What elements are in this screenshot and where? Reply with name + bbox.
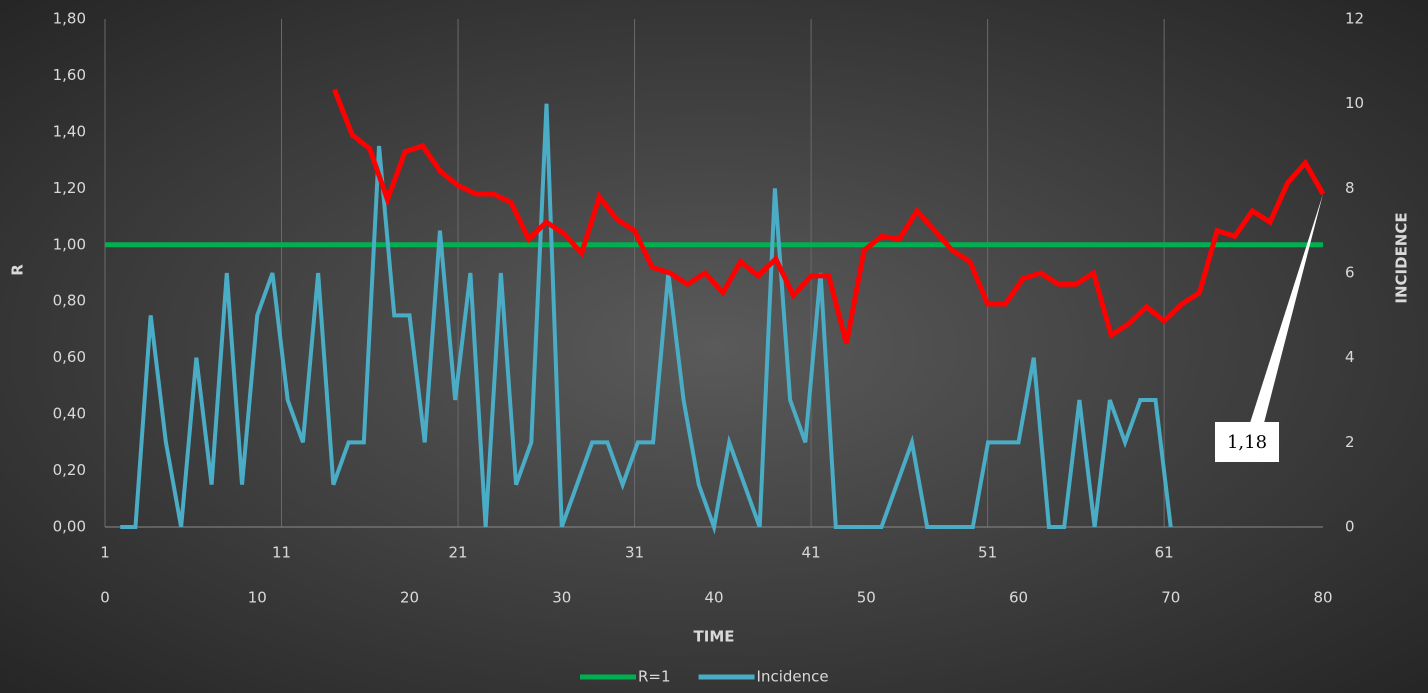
- y-tick-label: 1,00: [53, 235, 86, 253]
- y-tick-label: 0,00: [53, 518, 86, 536]
- x-tick-label: 21: [448, 544, 467, 562]
- y-tick-label: 1,20: [53, 179, 86, 197]
- x2-tick-label: 50: [857, 589, 876, 607]
- y2-tick-label: 8: [1345, 179, 1355, 197]
- x2-tick-label: 30: [552, 589, 571, 607]
- y-tick-label: 0,80: [53, 292, 86, 310]
- y2-axis-title: INCIDENCE: [1393, 212, 1411, 303]
- y2-tick-label: 6: [1345, 264, 1355, 282]
- x-tick-label: 11: [272, 544, 291, 562]
- x2-tick-label: 70: [1161, 589, 1180, 607]
- callout-pointer: [1250, 193, 1323, 423]
- legend-label: Incidence: [757, 668, 829, 686]
- callout-box: [1215, 422, 1279, 462]
- x2-tick-label: 0: [100, 589, 110, 607]
- series-line: [332, 88, 1326, 345]
- y-tick-label: 1,60: [53, 66, 86, 84]
- x2-tick-label: 40: [704, 589, 723, 607]
- y-tick-label: 0,40: [53, 405, 86, 423]
- y2-tick-label: 0: [1345, 518, 1355, 536]
- x-tick-label: 51: [978, 544, 997, 562]
- x2-tick-label: 10: [248, 589, 267, 607]
- series-line: [120, 103, 1173, 535]
- legend-label: R=1: [638, 668, 671, 686]
- y2-tick-label: 12: [1345, 10, 1364, 28]
- y2-tick-label: 2: [1345, 433, 1355, 451]
- y-tick-label: 0,20: [53, 461, 86, 479]
- x-axis-title: TIME: [694, 628, 735, 646]
- x-tick-label: 61: [1155, 544, 1174, 562]
- y2-tick-label: 10: [1345, 94, 1364, 112]
- x2-tick-label: 60: [1009, 589, 1028, 607]
- y-tick-label: 1,40: [53, 122, 86, 140]
- y-tick-label: 1,80: [53, 10, 86, 28]
- x2-tick-label: 80: [1313, 589, 1332, 607]
- x2-tick-label: 20: [400, 589, 419, 607]
- x-tick-label: 31: [625, 544, 644, 562]
- x-tick-label: 1: [100, 544, 110, 562]
- y2-tick-label: 4: [1345, 348, 1355, 366]
- y-axis-title: R: [9, 264, 27, 276]
- x-tick-label: 41: [802, 544, 821, 562]
- annotation: 1,18: [1227, 432, 1267, 453]
- y-tick-label: 0,60: [53, 348, 86, 366]
